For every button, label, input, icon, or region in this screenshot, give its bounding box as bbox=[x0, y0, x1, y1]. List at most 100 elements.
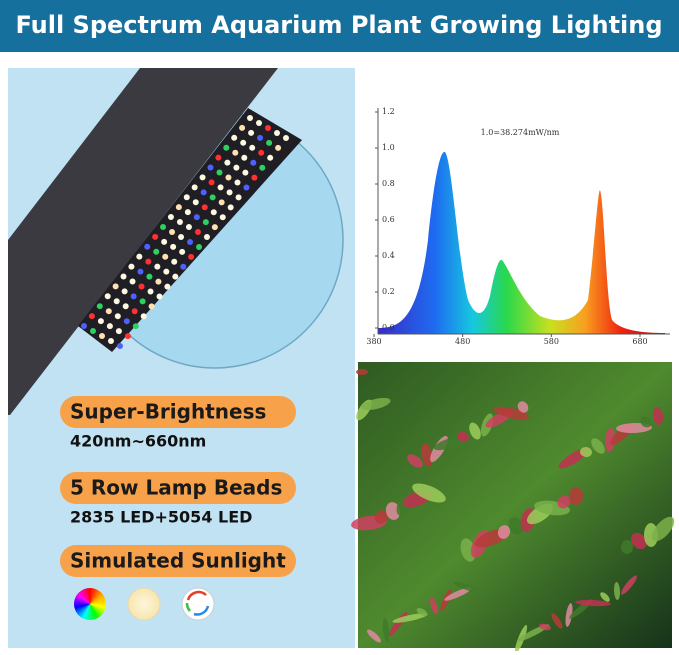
led bbox=[243, 184, 250, 191]
led bbox=[248, 129, 255, 136]
led bbox=[155, 278, 162, 285]
leaf bbox=[640, 416, 652, 428]
leaf bbox=[621, 575, 637, 595]
led bbox=[211, 224, 218, 231]
led bbox=[179, 248, 186, 255]
y-tick-label: 0.8 bbox=[382, 179, 395, 188]
led bbox=[124, 333, 131, 340]
led bbox=[283, 135, 289, 141]
led bbox=[175, 204, 182, 211]
leaf bbox=[604, 428, 616, 452]
led bbox=[265, 125, 271, 131]
led bbox=[117, 343, 123, 349]
feature-label: 5 Row Lamp Beads bbox=[70, 476, 282, 500]
cycle-arrow bbox=[186, 590, 207, 601]
leaf bbox=[516, 624, 550, 642]
spectrum-curve bbox=[378, 151, 665, 334]
leaf bbox=[460, 538, 476, 562]
led bbox=[131, 308, 138, 315]
led bbox=[180, 263, 187, 270]
led bbox=[146, 273, 153, 280]
led bbox=[215, 154, 222, 161]
led bbox=[183, 194, 190, 201]
led bbox=[219, 214, 226, 221]
led bbox=[247, 115, 253, 121]
features: Super-Brightness 420nm~660nm 5 Row Lamp Be… bbox=[60, 396, 296, 577]
leaf bbox=[416, 608, 428, 616]
header-bar bbox=[0, 0, 679, 52]
spectrum-chart: 1.0=38.274mW/nm 380 480 580 680 0.0 0.2 0.4 0.6… bbox=[366, 107, 670, 346]
led bbox=[275, 144, 282, 151]
led bbox=[235, 194, 242, 201]
led bbox=[184, 209, 191, 216]
led bbox=[170, 243, 177, 250]
led bbox=[257, 134, 264, 141]
led bbox=[139, 298, 146, 305]
led bbox=[233, 164, 240, 171]
led bbox=[209, 194, 216, 201]
leaf bbox=[412, 483, 446, 503]
leaf bbox=[374, 510, 388, 524]
led bbox=[169, 228, 176, 235]
leaf bbox=[600, 592, 610, 602]
led bbox=[193, 214, 200, 221]
y-tick-label: 0.0 bbox=[382, 323, 395, 332]
led bbox=[200, 189, 207, 196]
led bbox=[147, 288, 154, 295]
led bbox=[192, 199, 199, 206]
led bbox=[208, 179, 215, 186]
leaf bbox=[651, 516, 675, 542]
leaf bbox=[652, 407, 664, 425]
leaf bbox=[430, 597, 438, 615]
title: Full Spectrum Aquarium Plant Growing Lig… bbox=[15, 11, 662, 39]
led bbox=[240, 139, 247, 146]
x-tick-label: 680 bbox=[632, 337, 647, 346]
leaf bbox=[452, 581, 488, 595]
cycle-arrow bbox=[193, 605, 210, 616]
x-tick-label: 480 bbox=[455, 337, 470, 346]
led bbox=[106, 323, 113, 330]
leaf bbox=[613, 582, 621, 600]
led bbox=[227, 204, 234, 211]
led bbox=[115, 328, 122, 335]
led bbox=[239, 124, 246, 131]
feature-label: Super-Brightness bbox=[70, 400, 266, 424]
led bbox=[136, 253, 143, 260]
leaf bbox=[539, 623, 551, 631]
led bbox=[153, 248, 160, 255]
led bbox=[152, 233, 159, 240]
leaf bbox=[457, 431, 469, 443]
cycle-arrow bbox=[185, 602, 191, 612]
leaf bbox=[517, 401, 529, 413]
leaf bbox=[620, 540, 634, 554]
plants bbox=[351, 369, 675, 654]
y-tick-label: 0.4 bbox=[382, 251, 395, 260]
led bbox=[81, 323, 87, 329]
led bbox=[138, 283, 145, 290]
led bbox=[167, 214, 174, 221]
led-strip bbox=[78, 108, 302, 352]
led bbox=[187, 238, 194, 245]
led bbox=[188, 253, 195, 260]
leaf bbox=[568, 487, 584, 505]
y-tick-label: 1.0 bbox=[382, 143, 395, 152]
x-tick-label: 580 bbox=[544, 337, 559, 346]
led bbox=[251, 174, 258, 181]
led bbox=[241, 154, 248, 161]
led bbox=[191, 184, 198, 191]
led bbox=[267, 154, 274, 161]
rgb-icon-wrap bbox=[74, 588, 106, 620]
leaf bbox=[551, 613, 563, 629]
feature-detail: 2835 LED+5054 LED bbox=[70, 508, 252, 527]
led bbox=[148, 303, 155, 310]
leaf bbox=[407, 454, 423, 468]
led bbox=[156, 293, 163, 300]
leaf bbox=[385, 502, 401, 520]
led bbox=[256, 120, 262, 126]
leaf bbox=[382, 618, 390, 642]
led bbox=[163, 268, 170, 275]
led bbox=[108, 338, 114, 344]
leaf bbox=[356, 369, 368, 375]
led bbox=[196, 243, 203, 250]
